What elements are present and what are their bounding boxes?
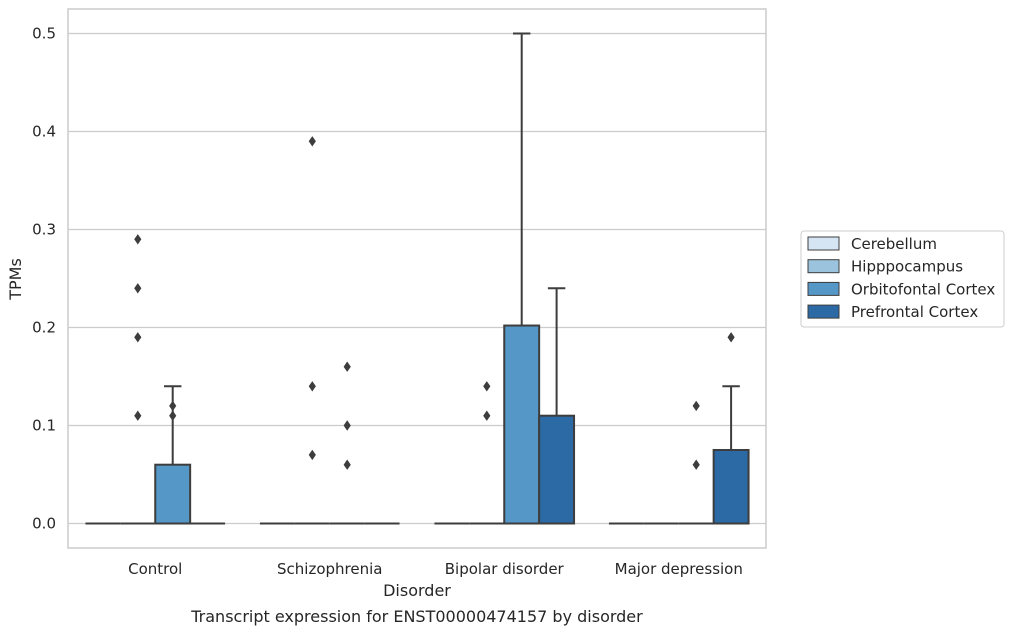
legend-swatch xyxy=(807,304,840,319)
legend-label: Prefrontal Cortex xyxy=(851,303,978,321)
outlier-point xyxy=(134,283,142,294)
outlier-point xyxy=(134,410,142,421)
box xyxy=(503,324,541,525)
box-group xyxy=(120,234,156,525)
box xyxy=(154,463,192,525)
outlier-point xyxy=(692,400,700,412)
legend-label: Cerebellum xyxy=(851,235,937,253)
box-group xyxy=(154,385,192,525)
outlier-point xyxy=(308,449,316,461)
outlier-point xyxy=(727,332,735,343)
box xyxy=(538,414,576,525)
box-group xyxy=(329,361,365,525)
legend-swatch xyxy=(807,259,840,274)
outlier-point xyxy=(169,400,177,412)
y-axis-title: TPMs xyxy=(6,258,25,301)
y-tick-label: 0.2 xyxy=(32,319,56,337)
chart-title: Transcript expression for ENST0000047415… xyxy=(190,607,643,626)
outlier-point xyxy=(343,459,351,470)
legend: Cerebellum Hipppocampus Orbitofontal Corte… xyxy=(800,230,1005,328)
outlier-point xyxy=(134,234,142,245)
outlier-point xyxy=(308,136,316,147)
y-tick-label: 0.4 xyxy=(32,123,56,141)
y-tick-labels: 0.0 0.1 0.2 0.3 0.4 0.5 xyxy=(32,25,56,533)
outlier-point xyxy=(308,381,316,392)
y-tick-label: 0.5 xyxy=(32,25,56,43)
box-group xyxy=(538,287,576,525)
y-tick-label: 0.0 xyxy=(32,515,56,533)
box xyxy=(712,449,750,525)
x-tick-label: Schizophrenia xyxy=(277,560,382,578)
outlier-point xyxy=(169,410,177,421)
y-tick-label: 0.1 xyxy=(32,417,56,435)
outlier-point xyxy=(483,381,491,392)
legend-items: Cerebellum Hipppocampus Orbitofontal Corte… xyxy=(807,235,995,321)
plot-area xyxy=(68,9,766,548)
box-group xyxy=(469,381,505,525)
x-tick-labels: Control Schizophrenia Bipolar disorder Majo… xyxy=(128,560,743,578)
legend-label: Hipppocampus xyxy=(851,258,963,276)
outlier-point xyxy=(134,332,142,343)
outlier-point xyxy=(483,410,491,421)
x-tick-label: Control xyxy=(128,560,182,578)
x-tick-label: Major depression xyxy=(615,560,743,578)
legend-label: Orbitofontal Cortex xyxy=(851,280,995,298)
y-tick-label: 0.3 xyxy=(32,221,56,239)
box-group xyxy=(503,32,541,525)
x-axis-title: Disorder xyxy=(383,581,451,600)
outlier-point xyxy=(692,459,700,470)
outlier-point xyxy=(343,420,351,431)
box-group xyxy=(294,136,330,525)
box-group xyxy=(678,400,714,525)
outlier-point xyxy=(343,361,351,372)
x-tick-label: Bipolar disorder xyxy=(445,560,565,578)
legend-frame xyxy=(800,230,1005,328)
boxes xyxy=(85,32,750,525)
legend-swatch xyxy=(807,236,840,251)
box-group xyxy=(712,332,750,525)
plot-frame xyxy=(67,8,767,549)
legend-swatch xyxy=(807,281,840,296)
